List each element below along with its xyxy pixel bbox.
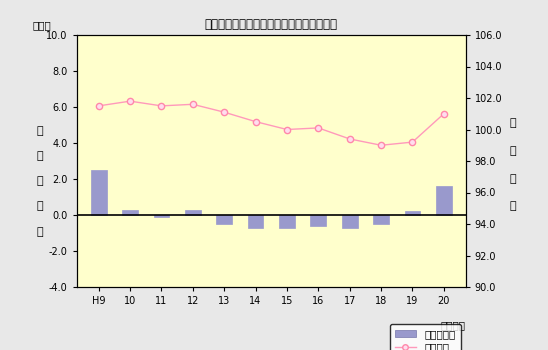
Text: 年: 年 [37,176,43,186]
Text: 比: 比 [37,226,43,237]
Text: 数: 数 [509,201,516,211]
Text: （％）: （％） [32,20,51,30]
Bar [404,211,420,215]
Text: 総: 総 [509,118,516,128]
Bar [122,210,138,215]
Legend: 対前年度比, 総合指数: 対前年度比, 総合指数 [390,324,460,350]
Bar [342,215,357,228]
Bar [248,215,264,228]
Bar [91,170,106,215]
Bar [373,215,389,224]
Bar [185,210,201,215]
Text: 前: 前 [37,151,43,161]
Bar [279,215,295,228]
Text: 対: 対 [37,126,43,136]
Title: 鳥取市消費者物価指数（年度平均）の推移: 鳥取市消費者物価指数（年度平均）の推移 [205,18,338,31]
Bar [216,215,232,224]
Bar [311,215,326,226]
Text: 合: 合 [509,146,516,156]
Text: 度: 度 [37,201,43,211]
Text: 指: 指 [509,174,516,184]
Bar [436,186,452,215]
Text: （年度）: （年度） [441,320,466,330]
Bar [153,215,169,217]
